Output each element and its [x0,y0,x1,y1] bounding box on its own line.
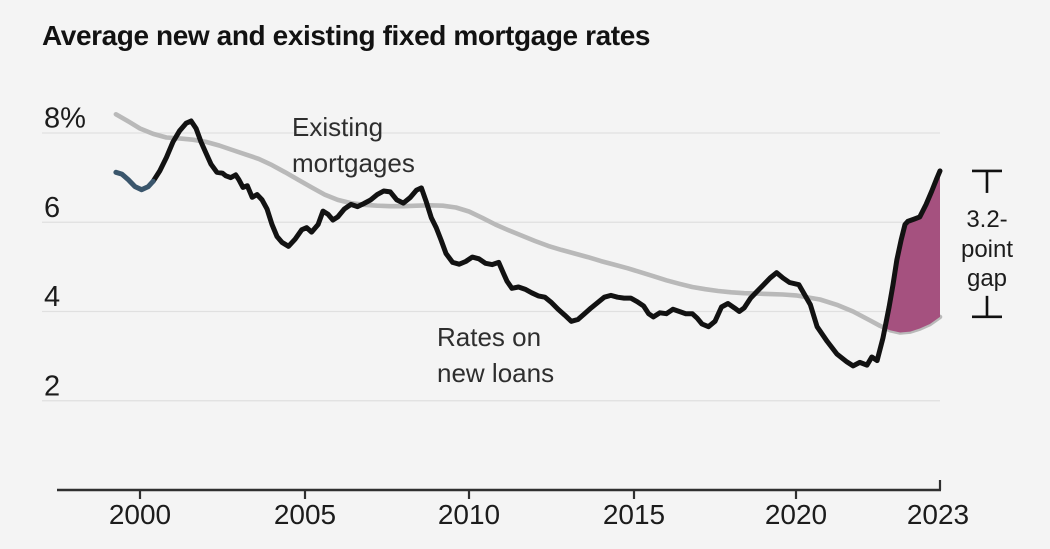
new-loans-line [150,118,943,369]
x-tick-label-2010: 2010 [438,499,500,530]
page-title: Average new and existing fixed mortgage … [42,20,651,51]
gap-annotation-line2: point [961,236,1013,263]
new-loans-label-line2: new loans [437,358,554,388]
y-tick-label-4: 4 [44,281,60,313]
gap-annotation-line1: 3.2- [966,206,1007,233]
x-tick-label-2023: 2023 [907,499,969,530]
series-layer [113,112,943,369]
gap-annotation-line3: gap [967,265,1007,292]
x-tick-label-2005: 2005 [274,499,336,530]
existing-mortgages-label-line2: mortgages [292,148,415,178]
tick-labels-layer: 8% 6 4 2 2000 2005 2010 2015 2020 2023 [44,103,969,531]
x-tick-label-2000: 2000 [109,499,171,530]
new-loans-label-line1: Rates on [437,322,541,352]
x-axis-layer [57,480,942,499]
x-tick-label-2020: 2020 [765,499,827,530]
x-tick-label-2015: 2015 [603,499,665,530]
rate-gap-area [885,170,940,333]
new-loans-line-start-segment [113,169,156,193]
existing-mortgages-label-line1: Existing [292,112,383,142]
y-tick-label-8: 8% [44,103,86,135]
existing-mortgages-line [113,112,943,335]
y-tick-label-6: 6 [44,192,60,224]
gap-bracket [972,169,1002,319]
y-tick-label-2: 2 [44,370,60,402]
